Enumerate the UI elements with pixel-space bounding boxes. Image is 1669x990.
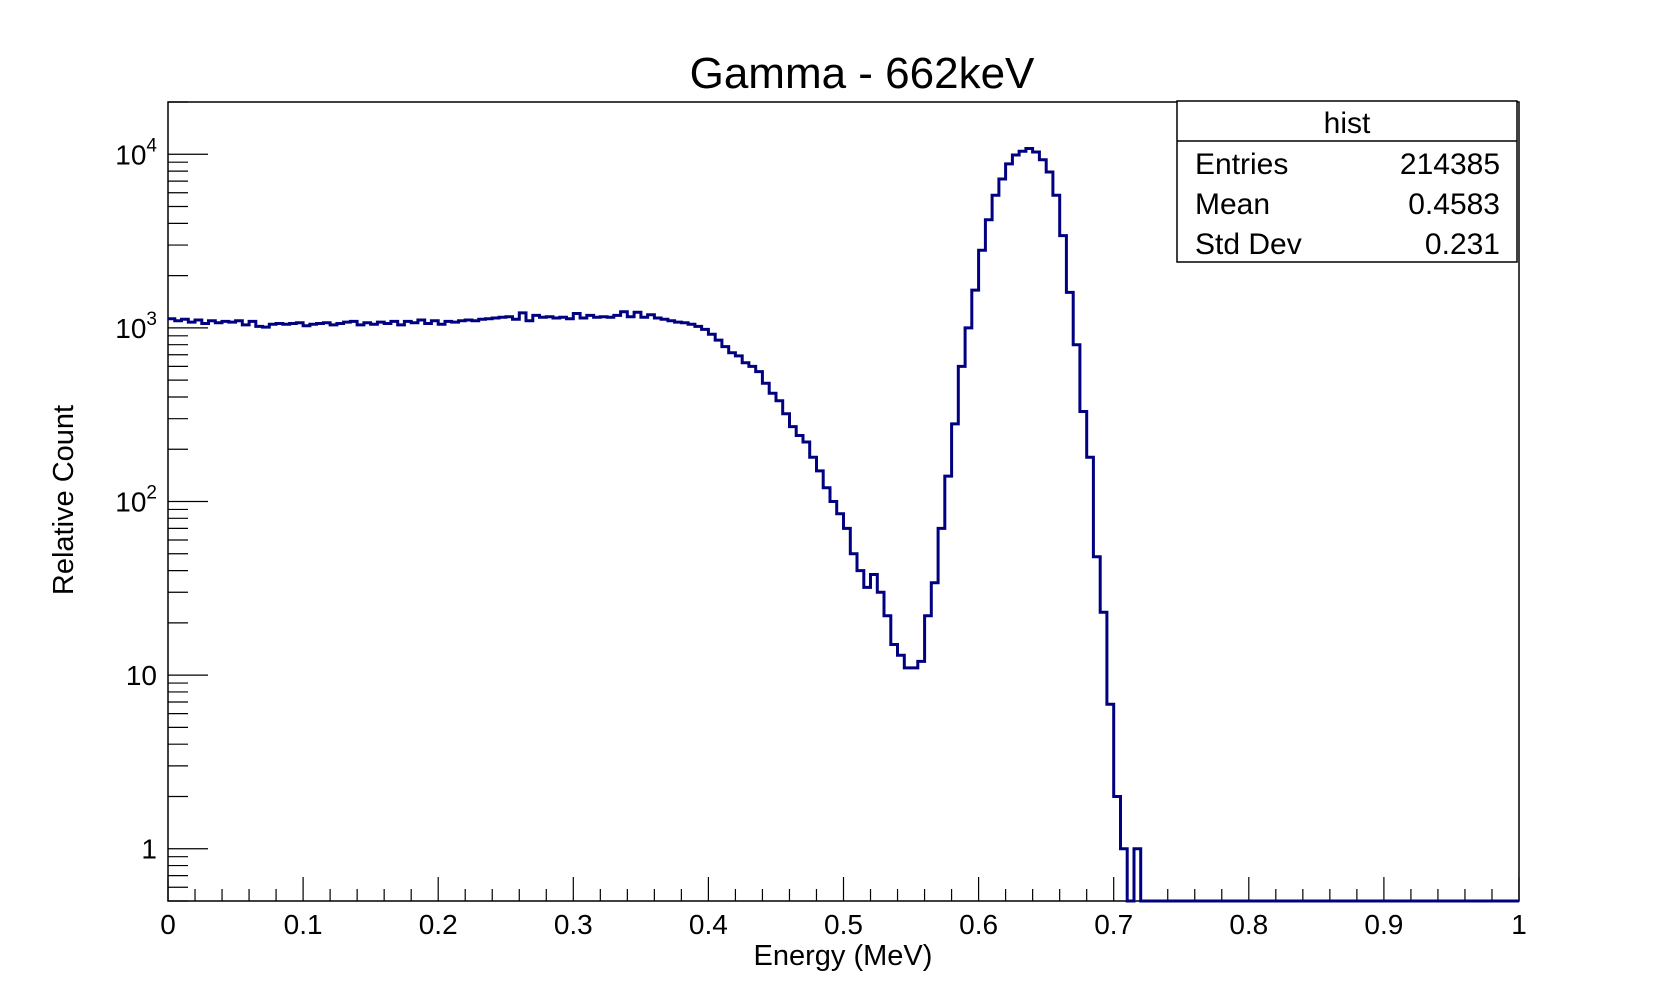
stats-box-frame: [1176, 100, 1518, 263]
y-axis-ticks: [168, 101, 208, 902]
x-tick-label: 0.2: [419, 909, 458, 940]
x-tick-label: 1: [1511, 909, 1527, 940]
x-tick-label: 0.9: [1364, 909, 1403, 940]
stats-mean-label: Mean: [1195, 188, 1270, 221]
histogram-series-line: [168, 147, 1519, 903]
x-axis-tick-labels: 0 0.1 0.2 0.3 0.4 0.5 0.6 0.7 0.8 0.9 1: [160, 909, 1527, 940]
stats-stddev-value: 0.231: [1425, 228, 1500, 261]
stats-entries-label: Entries: [1195, 148, 1288, 181]
x-tick-label: 0.3: [554, 909, 593, 940]
y-tick-label: 104: [115, 135, 157, 170]
x-tick-label: 0.8: [1229, 909, 1268, 940]
x-tick-label: 0.7: [1094, 909, 1133, 940]
y-axis-label: Relative Count: [48, 405, 80, 595]
x-tick-label: 0.6: [959, 909, 998, 940]
chart-title: Gamma - 662keV: [690, 49, 1035, 98]
y-tick-label: 1: [141, 834, 157, 865]
stats-box: hist Entries 214385 Mean 0.4583 Std Dev …: [1176, 100, 1518, 263]
stats-stddev-label: Std Dev: [1195, 228, 1302, 261]
y-tick-label: 10: [126, 660, 157, 691]
stats-entries-value: 214385: [1400, 148, 1500, 181]
y-tick-label: 102: [115, 483, 157, 518]
x-tick-label: 0.5: [824, 909, 863, 940]
stats-mean-value: 0.4583: [1408, 188, 1500, 221]
y-axis-tick-labels: 1 10 102 103 104: [115, 135, 157, 864]
stats-box-title: hist: [1324, 107, 1371, 140]
y-tick-label: 103: [115, 309, 157, 344]
x-tick-label: 0.4: [689, 909, 728, 940]
x-axis-ticks: [167, 877, 1520, 901]
x-axis-label: Energy (MeV): [754, 940, 933, 972]
x-tick-label: 0: [160, 909, 176, 940]
x-tick-label: 0.1: [284, 909, 323, 940]
